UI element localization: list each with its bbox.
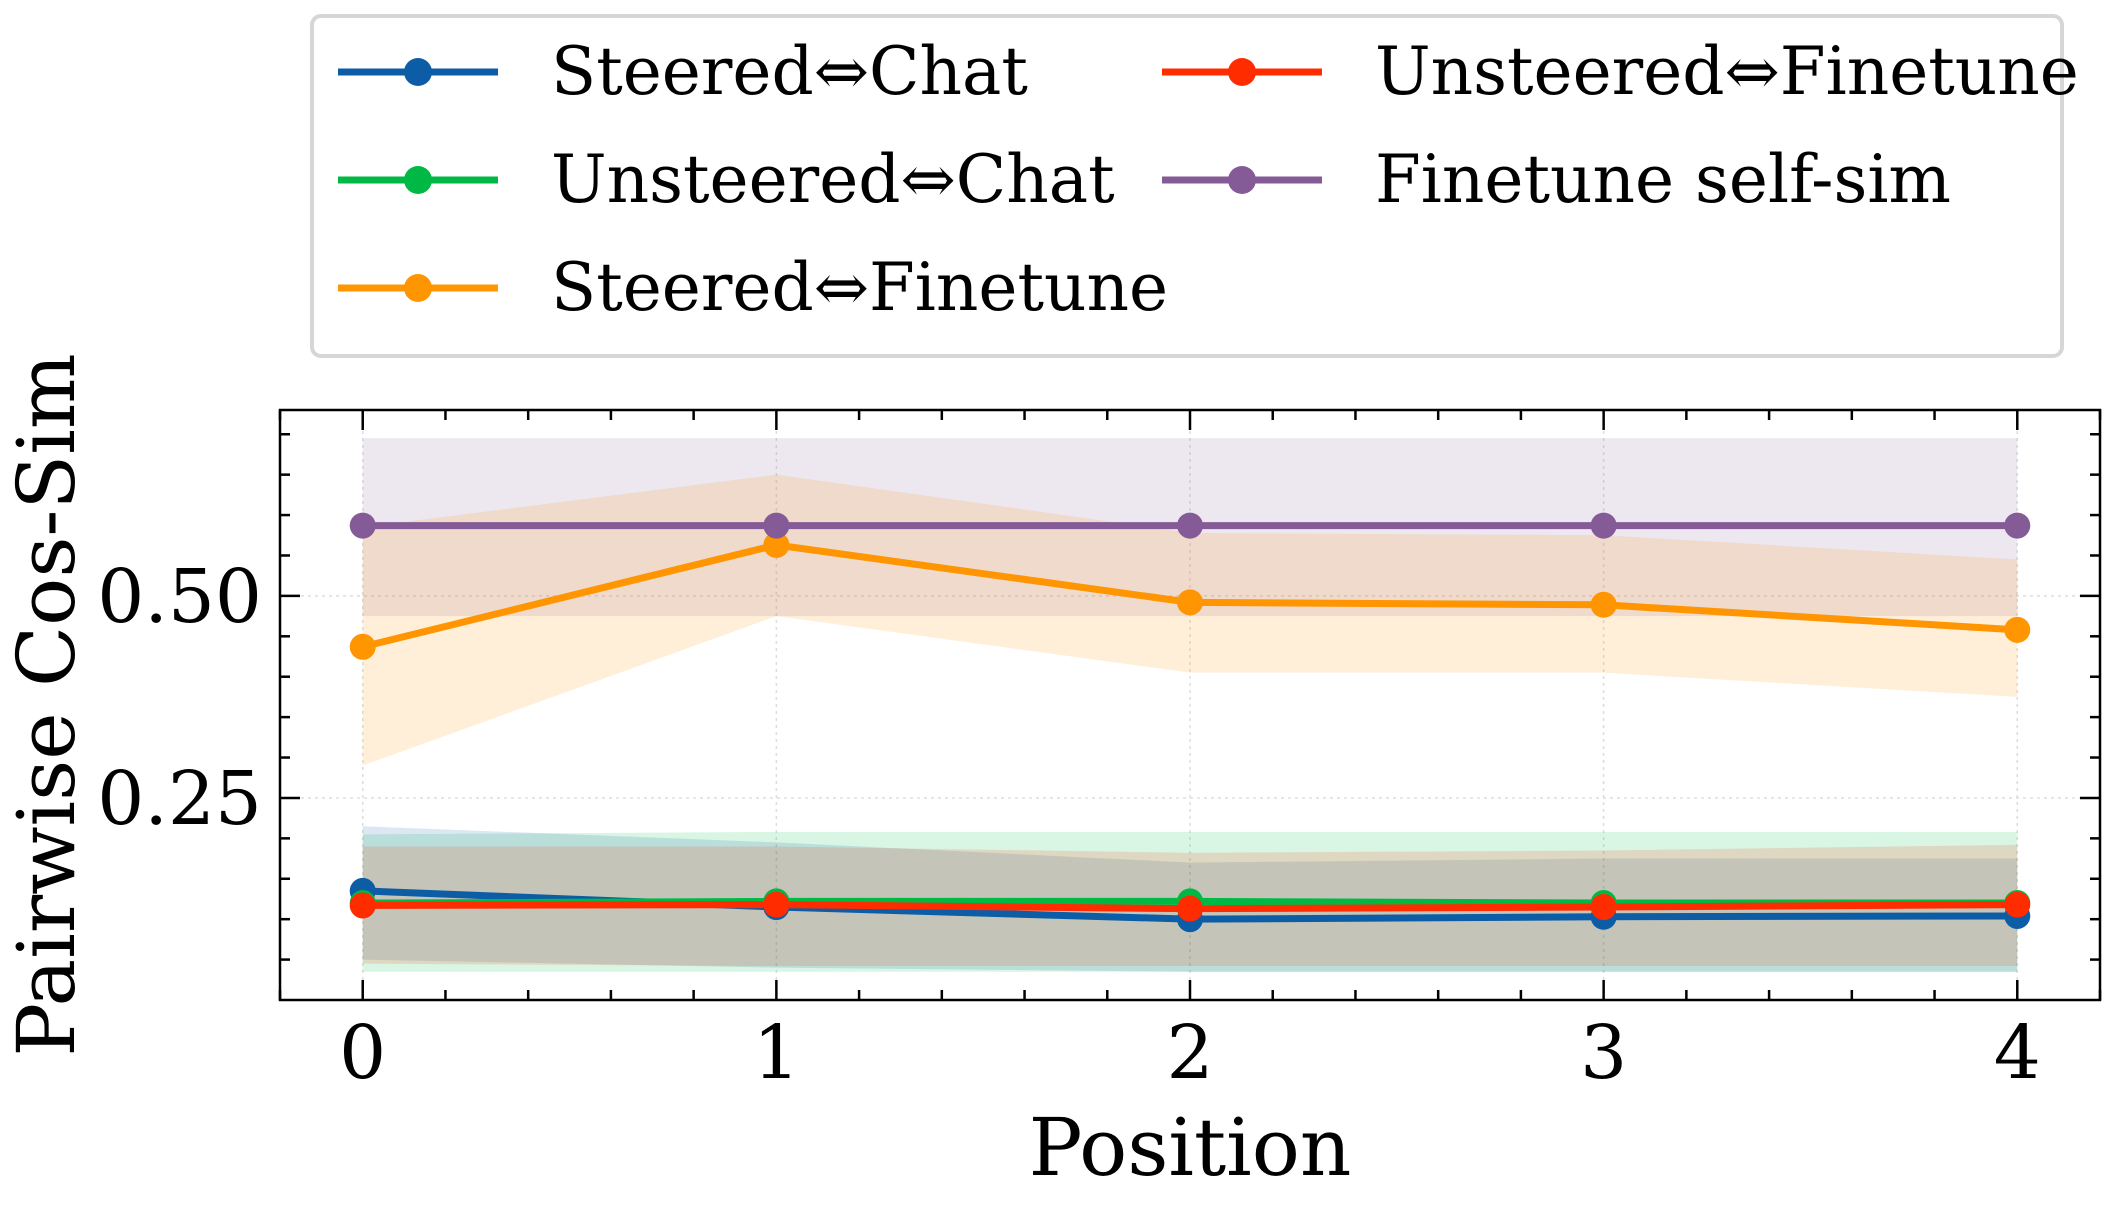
point-4-2 <box>1177 512 1203 539</box>
point-2-2 <box>1177 589 1203 616</box>
legend-marker-2 <box>404 274 432 302</box>
point-4-0 <box>349 512 376 539</box>
legend-marker-4 <box>1228 166 1256 194</box>
legend-frame <box>310 14 2064 358</box>
x-tick-label-0: 0 <box>339 1010 386 1096</box>
axis-tick-labels: 0 1 2 3 4 0.25 0.50 <box>97 554 2041 1096</box>
x-tick-label-4: 4 <box>1994 1010 2041 1096</box>
point-3-4 <box>2004 891 2031 918</box>
legend-marker-0 <box>404 58 432 86</box>
point-2-1 <box>763 531 790 558</box>
legend-label-3: Unsteered⇔Finetune <box>1375 33 2079 110</box>
y-tick-label-1: 0.50 <box>97 554 262 640</box>
x-tick-label-3: 3 <box>1580 1010 1627 1096</box>
point-2-0 <box>349 633 376 660</box>
x-tick-label-2: 2 <box>1166 1010 1213 1096</box>
legend-label-1: Unsteered⇔Chat <box>551 141 1115 218</box>
legend-label-2: Steered⇔Finetune <box>551 249 1168 326</box>
legend-item-0: Steered⇔Chat <box>338 33 1028 110</box>
legend-item-4: Finetune self-sim <box>1162 141 1951 218</box>
point-3-1 <box>763 891 790 918</box>
legend-label-0: Steered⇔Chat <box>551 33 1028 110</box>
legend-marker-3 <box>1228 58 1256 86</box>
point-2-4 <box>2004 616 2031 643</box>
plot-area: 0 1 2 3 4 0.25 0.50 <box>97 408 2102 1096</box>
point-3-3 <box>1590 894 1617 921</box>
series-points <box>349 512 2031 933</box>
axis-ticks <box>278 410 2102 1000</box>
x-tick-label-1: 1 <box>753 1010 800 1096</box>
legend-item-3: Unsteered⇔Finetune <box>1162 33 2079 110</box>
point-4-4 <box>2004 512 2031 539</box>
legend: Steered⇔Chat Unsteered⇔Chat Steered⇔Finetu… <box>310 14 2079 358</box>
point-3-0 <box>349 892 376 919</box>
y-tick-label-0: 0.25 <box>97 756 262 842</box>
point-2-3 <box>1590 591 1617 618</box>
point-4-1 <box>763 512 790 539</box>
legend-marker-1 <box>404 166 432 194</box>
y-axis-label: Pairwise Cos-Sim <box>0 353 93 1056</box>
legend-label-4: Finetune self-sim <box>1375 141 1951 218</box>
point-3-2 <box>1177 895 1203 922</box>
x-axis-label: Position <box>1029 1101 1352 1194</box>
point-4-3 <box>1590 512 1617 539</box>
legend-item-2: Steered⇔Finetune <box>338 249 1168 326</box>
legend-item-1: Unsteered⇔Chat <box>338 141 1115 218</box>
